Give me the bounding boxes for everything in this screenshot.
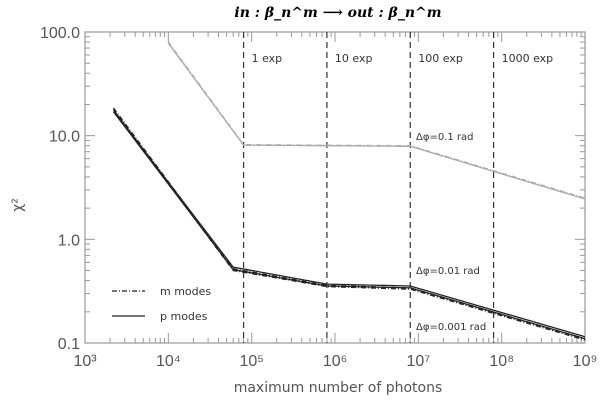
x-tick-label: 10³ xyxy=(73,353,97,370)
legend-label: m modes xyxy=(160,285,211,298)
x-tick-label: 10⁴ xyxy=(156,353,181,370)
series-line xyxy=(167,42,586,200)
x-tick-label: 10⁹ xyxy=(573,353,598,370)
x-axis-label: maximum number of photons xyxy=(234,380,443,396)
series-line xyxy=(167,41,586,199)
exposure-label: 1000 exp xyxy=(502,52,554,65)
x-tick-label: 10⁶ xyxy=(323,353,347,370)
annotations: Δφ=0.1 rad Δφ=0.01 rad Δφ=0.001 rad xyxy=(416,132,486,333)
x-tick-label: 10⁵ xyxy=(239,353,263,370)
series-group xyxy=(112,41,586,341)
y-tick-label: 1.0 xyxy=(58,232,80,249)
exposure-lines: 1 exp 10 exp 100 exp 1000 exp xyxy=(242,32,554,343)
axis-ticks: 10³ 10⁴ 10⁵ 10⁶ 10⁷ 10⁸ 10⁹ 0.1 1.0 10.0 100.0 xyxy=(40,25,597,370)
chart-title: in : β_n^m ⟶ out : β_n^m xyxy=(234,5,441,21)
x-tick-label: 10⁷ xyxy=(407,353,431,370)
series-line xyxy=(112,107,586,340)
exposure-label: 1 exp xyxy=(252,52,283,65)
series-line xyxy=(112,111,586,340)
curve-label: Δφ=0.1 rad xyxy=(416,132,474,143)
series-line xyxy=(112,108,586,341)
series-line xyxy=(112,110,586,338)
x-tick-label: 10⁸ xyxy=(489,353,514,370)
exposure-label: 10 exp xyxy=(335,52,373,65)
legend: m modes p modes xyxy=(112,285,211,323)
y-tick-label: 0.1 xyxy=(58,336,80,353)
exposure-label: 100 exp xyxy=(418,52,463,65)
curve-label: Δφ=0.01 rad xyxy=(416,266,480,277)
y-tick-label: 10.0 xyxy=(49,129,80,146)
y-axis-label: χ² xyxy=(10,198,26,212)
y-tick-label: 100.0 xyxy=(40,25,80,42)
legend-label: p modes xyxy=(160,310,208,323)
curve-label: Δφ=0.001 rad xyxy=(416,322,486,333)
